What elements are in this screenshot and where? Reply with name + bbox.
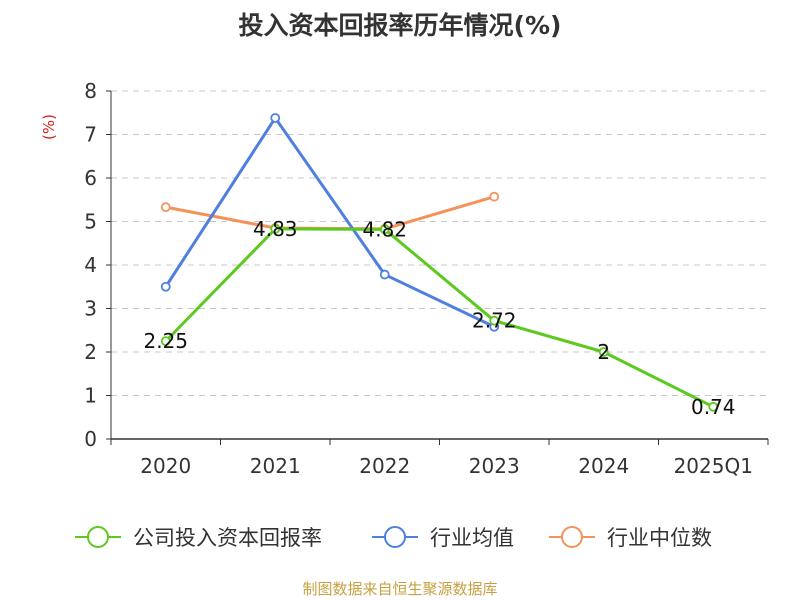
axes: 0 1 2 3 4 5 6 7 8 2020 2021 2022 2023 2024 2025Q1 (%) [40,79,769,478]
data-labels: 2.25 4.83 4.82 2.72 2 0.74 [143,217,735,419]
data-point[interactable] [270,223,281,234]
data-point[interactable] [379,224,390,235]
x-tick-label: 2025Q1 [674,454,753,478]
legend-marker [384,526,406,548]
x-tick-label: 2022 [359,454,410,478]
series-line [164,227,714,409]
legend-item-1[interactable]: 行业均值 [372,526,514,550]
data-point[interactable] [160,281,171,292]
data-point[interactable] [160,336,171,347]
legend-marker [561,526,583,548]
y-tick-label: 2 [84,340,97,364]
data-label: 4.83 [253,217,298,241]
y-tick-label: 1 [84,384,97,408]
y-tick-label: 7 [84,123,97,147]
data-point[interactable] [489,315,500,326]
data-label: 2.72 [472,309,517,333]
series-layer [160,113,719,412]
data-label: 0.74 [691,395,736,419]
data-point[interactable] [160,202,171,213]
legend-label: 行业均值 [430,526,514,550]
grid-lines [111,90,768,396]
source-note: 制图数据来自恒生聚源数据库 [302,580,498,598]
legend-label: 行业中位数 [607,526,712,550]
x-tick-label: 2023 [469,454,520,478]
data-point[interactable] [379,269,390,280]
legend-label: 公司投入资本回报率 [133,526,322,550]
y-unit-label: (%) [40,114,58,140]
data-label: 2 [597,340,610,364]
legend-item-0[interactable]: 公司投入资本回报率 [75,526,322,550]
data-point[interactable] [270,113,281,123]
legend[interactable]: 公司投入资本回报率 行业均值 行业中位数 [75,526,712,550]
y-tick-label: 6 [84,166,97,190]
legend-marker [87,526,109,548]
series-line [164,116,495,329]
chart-title: 投入资本回报率历年情况(%) [238,11,562,40]
data-point[interactable] [489,191,500,202]
legend-item-2[interactable]: 行业中位数 [549,526,712,550]
y-tick-label: 3 [84,297,97,321]
y-tick-label: 4 [84,253,97,277]
data-label: 2.25 [143,329,188,353]
y-tick-label: 5 [84,210,97,234]
series-1 [160,113,500,332]
data-point[interactable] [708,401,719,412]
data-label: 4.82 [362,217,407,241]
x-tick-label: 2024 [578,454,629,478]
data-point[interactable] [598,347,609,357]
x-tick-label: 2020 [140,454,191,478]
series-0 [160,223,719,412]
y-tick-label: 0 [84,427,97,451]
y-tick-label: 8 [84,79,97,103]
x-tick-label: 2021 [250,454,301,478]
